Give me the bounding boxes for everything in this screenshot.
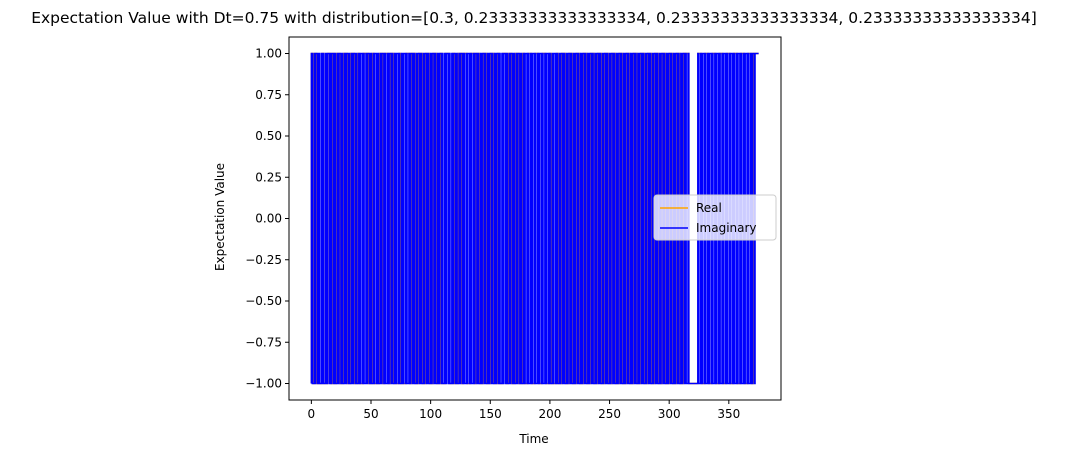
x-tick-label: 150 — [479, 407, 502, 421]
legend: Real Imaginary — [653, 194, 777, 241]
legend-label-imaginary: Imaginary — [696, 221, 757, 235]
y-axis-label: Expectation Value — [213, 163, 227, 271]
y-tick-label: 0.00 — [255, 212, 282, 226]
x-tick-label: 300 — [658, 407, 681, 421]
x-tick-label: 0 — [308, 407, 316, 421]
series-line-imaginary — [310, 52, 759, 385]
y-tick-label: −0.50 — [245, 294, 282, 308]
y-tick-label: −0.25 — [245, 253, 282, 267]
chart-title: Expectation Value with Dt=0.75 with dist… — [31, 9, 1037, 27]
x-tick-label: 350 — [717, 407, 740, 421]
y-tick-label: −1.00 — [245, 377, 282, 391]
y-tick-label: 1.00 — [255, 47, 282, 61]
y-tick-label: 0.25 — [255, 170, 282, 184]
x-tick-label: 100 — [419, 407, 442, 421]
legend-label-real: Real — [696, 201, 722, 215]
y-tick-label: 0.50 — [255, 129, 282, 143]
x-tick-label: 50 — [363, 407, 378, 421]
y-tick-label: −0.75 — [245, 335, 282, 349]
x-tick-label: 200 — [538, 407, 561, 421]
x-axis-label: Time — [518, 432, 548, 446]
y-tick-label: 0.75 — [255, 88, 282, 102]
x-tick-label: 250 — [598, 407, 621, 421]
